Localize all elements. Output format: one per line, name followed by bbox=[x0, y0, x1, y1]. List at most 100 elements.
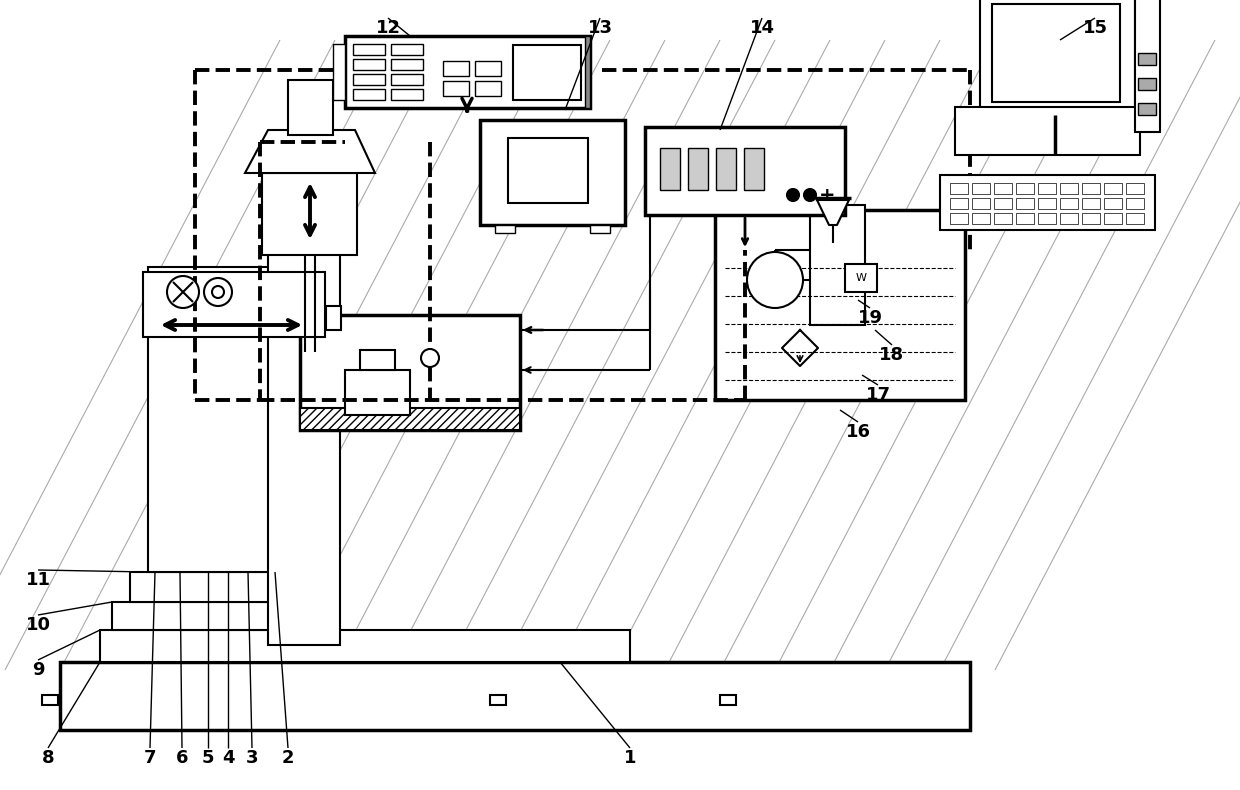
Circle shape bbox=[787, 189, 799, 201]
Bar bbox=[288, 80, 334, 135]
Bar bbox=[1038, 213, 1056, 224]
Bar bbox=[326, 306, 341, 330]
Bar bbox=[490, 695, 506, 705]
Text: 14: 14 bbox=[749, 19, 775, 37]
Text: 15: 15 bbox=[1083, 19, 1107, 37]
Bar bbox=[346, 371, 409, 414]
Bar bbox=[980, 0, 1135, 115]
Bar bbox=[443, 61, 469, 76]
Bar bbox=[112, 602, 298, 630]
Bar bbox=[60, 662, 970, 730]
Bar bbox=[1104, 198, 1122, 209]
Bar bbox=[688, 148, 708, 190]
Bar bbox=[720, 695, 737, 705]
Bar bbox=[143, 272, 325, 337]
Bar bbox=[1083, 183, 1100, 194]
Bar bbox=[148, 267, 303, 572]
Bar bbox=[360, 350, 396, 370]
Bar bbox=[334, 44, 345, 100]
Bar bbox=[300, 408, 520, 430]
Bar bbox=[810, 205, 866, 325]
Bar bbox=[353, 74, 384, 85]
Bar bbox=[744, 148, 764, 190]
Circle shape bbox=[167, 276, 198, 308]
Bar bbox=[1016, 183, 1034, 194]
Bar bbox=[262, 173, 357, 255]
Bar bbox=[1016, 198, 1034, 209]
Bar bbox=[1138, 53, 1156, 65]
Bar bbox=[992, 4, 1120, 102]
Bar bbox=[100, 631, 629, 661]
Bar bbox=[1016, 213, 1034, 224]
Bar bbox=[972, 198, 990, 209]
Bar bbox=[950, 213, 968, 224]
Bar bbox=[590, 225, 610, 233]
Bar bbox=[1126, 198, 1145, 209]
Bar bbox=[585, 36, 590, 108]
Bar bbox=[972, 213, 990, 224]
Text: 9: 9 bbox=[32, 661, 45, 679]
Bar bbox=[513, 45, 582, 100]
Bar bbox=[660, 148, 680, 190]
Bar bbox=[353, 89, 384, 100]
Bar bbox=[268, 215, 340, 645]
Bar bbox=[994, 198, 1012, 209]
Text: 1: 1 bbox=[624, 749, 636, 767]
Circle shape bbox=[422, 349, 439, 367]
Text: 3: 3 bbox=[246, 749, 258, 767]
Bar bbox=[994, 213, 1012, 224]
Bar bbox=[1104, 213, 1122, 224]
Bar bbox=[1038, 198, 1056, 209]
Bar bbox=[1138, 78, 1156, 90]
Text: 13: 13 bbox=[588, 19, 613, 37]
Bar bbox=[1126, 183, 1145, 194]
Bar bbox=[508, 138, 588, 203]
Bar bbox=[391, 59, 423, 70]
Bar bbox=[645, 127, 844, 215]
Bar bbox=[1135, 0, 1159, 132]
Bar bbox=[480, 120, 625, 225]
Text: 8: 8 bbox=[42, 749, 55, 767]
Bar bbox=[844, 264, 877, 292]
Bar bbox=[42, 695, 58, 705]
Text: 4: 4 bbox=[222, 749, 234, 767]
Text: W: W bbox=[856, 273, 867, 283]
Text: 11: 11 bbox=[26, 571, 51, 589]
Polygon shape bbox=[817, 200, 849, 225]
Circle shape bbox=[205, 278, 232, 306]
Bar bbox=[345, 36, 590, 108]
Bar bbox=[1138, 103, 1156, 115]
Text: 12: 12 bbox=[376, 19, 401, 37]
Bar bbox=[1060, 213, 1078, 224]
Bar bbox=[131, 573, 289, 601]
Bar bbox=[113, 603, 296, 629]
Text: 5: 5 bbox=[202, 749, 215, 767]
Bar bbox=[1038, 183, 1056, 194]
Circle shape bbox=[212, 286, 224, 298]
Circle shape bbox=[804, 189, 816, 201]
Bar bbox=[443, 81, 469, 96]
Text: 18: 18 bbox=[879, 346, 904, 364]
Bar bbox=[994, 183, 1012, 194]
Text: 10: 10 bbox=[26, 616, 51, 634]
Bar bbox=[955, 107, 1140, 155]
Bar bbox=[100, 630, 630, 662]
Bar bbox=[353, 59, 384, 70]
Bar bbox=[391, 89, 423, 100]
Text: 17: 17 bbox=[866, 386, 890, 404]
Bar bbox=[1060, 183, 1078, 194]
Text: -: - bbox=[806, 186, 813, 205]
Bar bbox=[1083, 198, 1100, 209]
Bar bbox=[391, 74, 423, 85]
Bar bbox=[61, 663, 968, 729]
Bar bbox=[950, 183, 968, 194]
Bar bbox=[940, 175, 1154, 230]
Bar bbox=[345, 370, 410, 415]
Bar bbox=[972, 183, 990, 194]
Text: 19: 19 bbox=[858, 309, 883, 327]
Text: 16: 16 bbox=[846, 423, 870, 441]
Bar bbox=[130, 572, 290, 602]
Bar bbox=[495, 225, 515, 233]
Text: +: + bbox=[818, 186, 836, 205]
Polygon shape bbox=[246, 130, 374, 173]
